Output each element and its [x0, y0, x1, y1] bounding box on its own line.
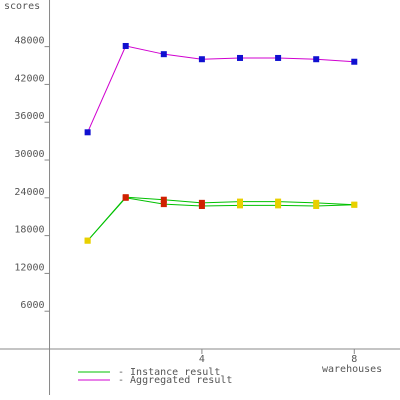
point — [198, 203, 205, 210]
point — [237, 202, 243, 209]
series-line — [87, 197, 355, 241]
point — [198, 56, 205, 63]
point — [160, 51, 167, 58]
y-tick-label: 42000 — [14, 73, 44, 84]
y-tick-label: 48000 — [14, 36, 44, 47]
series-line — [87, 196, 355, 241]
y-tick-label: 24000 — [14, 187, 44, 198]
point — [237, 54, 243, 61]
point — [275, 202, 282, 209]
point — [160, 201, 167, 208]
point — [198, 199, 205, 206]
x-tick-label: 4 — [199, 354, 205, 365]
y-tick-label: 30000 — [14, 149, 44, 160]
y-axis-label: scores — [4, 1, 40, 12]
point — [122, 194, 129, 201]
point — [351, 58, 358, 65]
point — [237, 198, 243, 205]
point — [275, 198, 282, 205]
x-tick-label: 8 — [351, 354, 357, 365]
point — [84, 129, 91, 136]
series-line — [87, 45, 355, 133]
y-tick-label: 6000 — [20, 300, 44, 311]
point — [122, 42, 129, 49]
x-axis-label: warehouses — [322, 364, 382, 375]
point — [313, 56, 320, 63]
point — [84, 237, 91, 244]
point — [275, 54, 282, 61]
y-tick-label: 36000 — [14, 111, 44, 122]
y-tick-label: 18000 — [14, 225, 44, 236]
point — [313, 203, 320, 210]
point — [160, 196, 167, 203]
legend-label: - Instance result — [118, 367, 220, 378]
legend-label: - Aggregated result — [118, 375, 232, 386]
y-tick-label: 12000 — [14, 262, 44, 273]
point — [351, 201, 358, 208]
point — [313, 199, 320, 206]
